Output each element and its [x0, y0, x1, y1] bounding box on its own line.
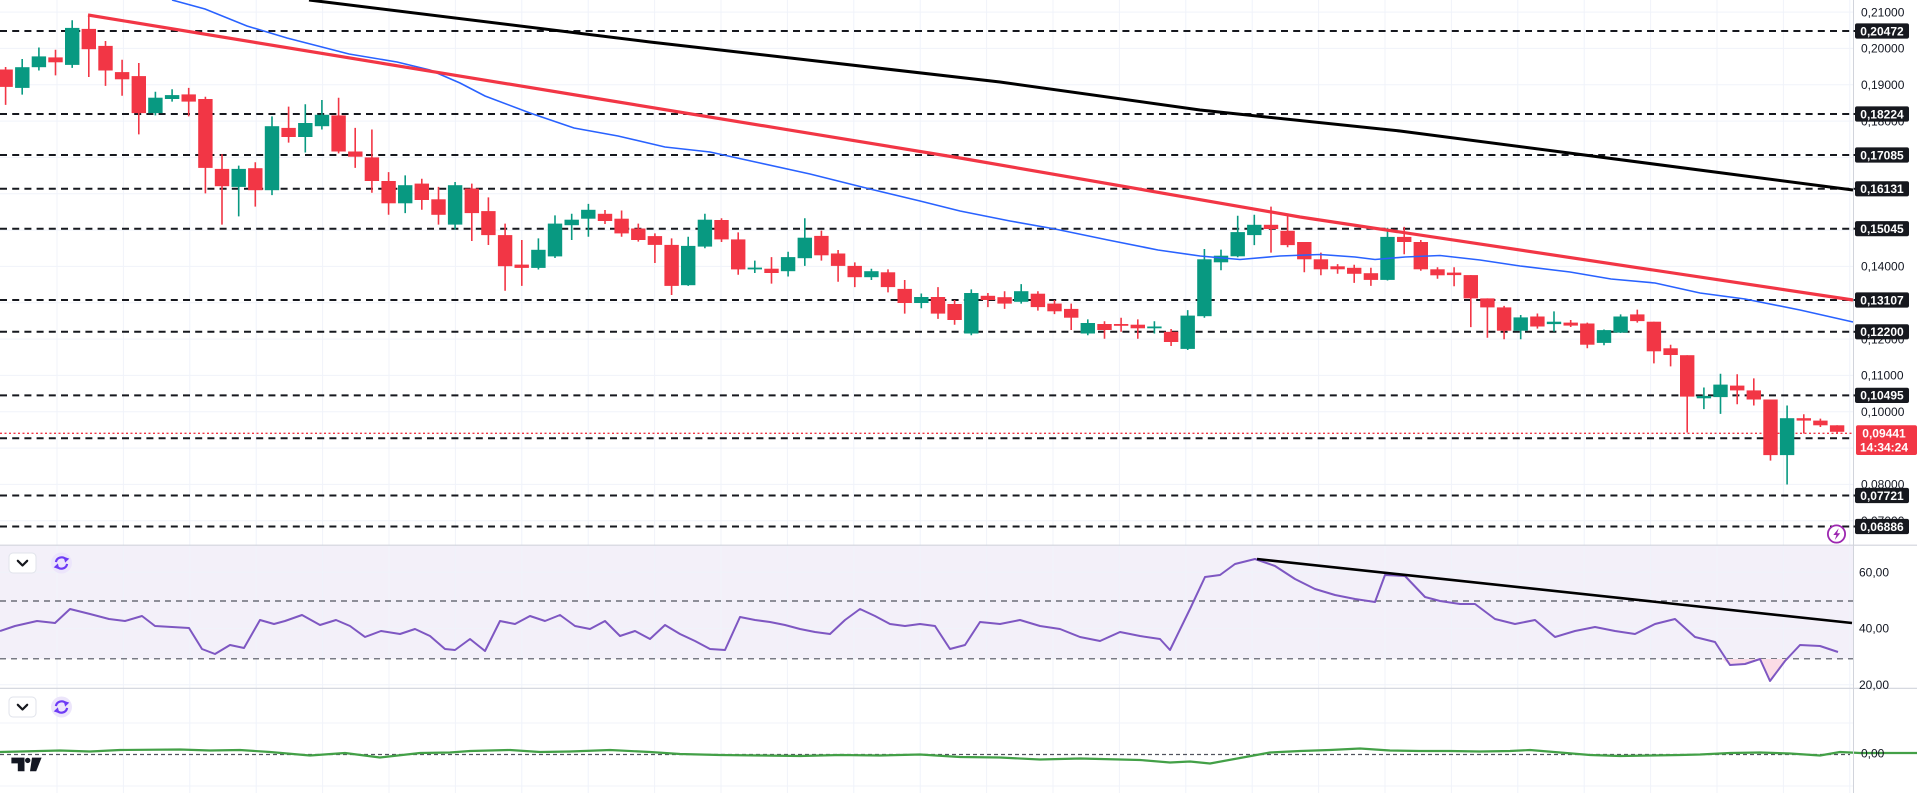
svg-text:0,16131: 0,16131: [1860, 182, 1904, 196]
svg-text:0,18224: 0,18224: [1860, 107, 1904, 121]
svg-text:0,13107: 0,13107: [1860, 293, 1904, 307]
svg-text:40,00: 40,00: [1859, 622, 1889, 636]
svg-text:0,10000: 0,10000: [1861, 405, 1905, 419]
svg-text:20,00: 20,00: [1859, 678, 1889, 692]
svg-text:14:34:24: 14:34:24: [1860, 441, 1908, 455]
svg-text:0,11000: 0,11000: [1861, 369, 1904, 383]
svg-text:0,06886: 0,06886: [1860, 520, 1904, 534]
svg-text:0,20000: 0,20000: [1861, 42, 1905, 56]
svg-text:0,12200: 0,12200: [1860, 325, 1904, 339]
svg-text:0,20472: 0,20472: [1860, 24, 1904, 38]
svg-text:60,00: 60,00: [1859, 565, 1889, 579]
svg-text:0,10495: 0,10495: [1860, 389, 1904, 403]
svg-text:0,21000: 0,21000: [1861, 5, 1905, 19]
svg-text:0,09441: 0,09441: [1862, 427, 1906, 441]
svg-text:0,07721: 0,07721: [1860, 489, 1904, 503]
svg-text:0,00: 0,00: [1861, 747, 1885, 761]
svg-text:0,15045: 0,15045: [1860, 222, 1904, 236]
svg-text:0,17085: 0,17085: [1860, 148, 1904, 162]
svg-text:0,14000: 0,14000: [1861, 260, 1905, 274]
svg-text:0,19000: 0,19000: [1861, 78, 1905, 92]
